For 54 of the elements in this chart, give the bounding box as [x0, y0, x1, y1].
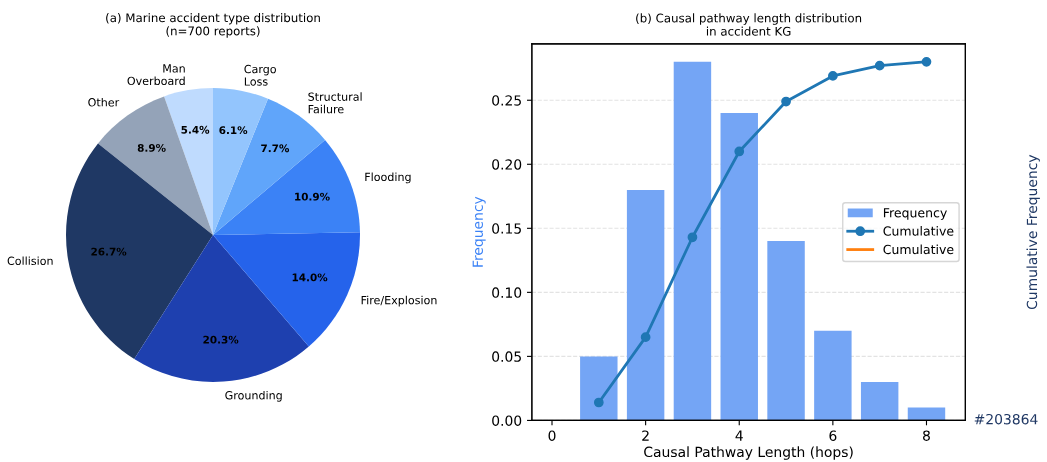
y-tick-label: 0.20 [492, 159, 522, 170]
point [640, 332, 651, 343]
legend-label: Cumulative [883, 244, 954, 255]
y-tick-label: 0.05 [492, 351, 521, 362]
bar [907, 407, 946, 421]
bar [580, 356, 618, 421]
bar [720, 113, 758, 421]
chart-title: (a) Marine accident type distribution (n=700 reports) [106, 13, 320, 38]
point [921, 56, 932, 67]
data-label: 26.7% [91, 247, 127, 256]
legend-label: Frequency [883, 208, 947, 220]
pie-slice [213, 139, 360, 235]
slice-label: Man Overboard [127, 64, 185, 86]
data-label: 20.3% [203, 335, 239, 344]
slice-label: Fire/Explosion [361, 295, 437, 307]
x-tick-label: 0 [548, 430, 556, 441]
bar [767, 241, 805, 421]
point [593, 397, 604, 408]
slice-label: Flooding [365, 172, 411, 184]
slice-label: Other [88, 97, 120, 107]
slice-label: Grounding [225, 390, 282, 402]
point [874, 60, 885, 71]
point [781, 96, 791, 107]
legend-label: Cumulative [883, 226, 954, 236]
y-tick-label: 0.25 [492, 95, 521, 106]
point [687, 232, 698, 243]
x-tick-label: 4 [735, 430, 743, 441]
data-label: 6.1% [219, 126, 248, 135]
slice-label: Cargo Loss [244, 64, 276, 86]
slice-label: Structural Failure [308, 92, 362, 114]
bar [860, 382, 899, 421]
y-tick-label: 0.10 [492, 287, 522, 298]
data-label: 8.9% [137, 143, 166, 152]
data-label: 5.4% [181, 125, 210, 134]
x-axis-title: Causal Pathway Length (hops) [644, 446, 853, 460]
point [828, 71, 838, 81]
pie-slice [164, 88, 213, 235]
x-tick-label: 2 [642, 430, 649, 441]
chart-title: (b) Causal pathway length distribution in accident KG [636, 13, 862, 36]
y2-axis-title: Cumulative Frequency [1026, 154, 1040, 310]
data-label: 7.7% [261, 144, 290, 153]
bar [814, 330, 852, 421]
bar [626, 189, 665, 421]
data-label: 14.0% [292, 273, 328, 282]
point [734, 146, 745, 157]
text: #203864 [974, 413, 1038, 425]
bar [673, 61, 712, 421]
y-tick-label: 0.15 [492, 223, 521, 234]
data-label: 10.9% [295, 192, 330, 201]
x-tick-label: 6 [829, 430, 837, 441]
y-tick-label: 0.00 [492, 415, 522, 426]
slice-label: Collision [7, 256, 53, 266]
y-axis-title: Frequency [472, 196, 486, 267]
x-tick-label: 8 [923, 430, 930, 441]
